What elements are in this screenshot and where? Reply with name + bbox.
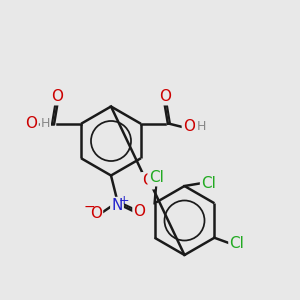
Text: +: + bbox=[118, 194, 129, 207]
Text: O: O bbox=[26, 116, 38, 131]
Text: O: O bbox=[90, 206, 102, 220]
Text: −: − bbox=[84, 200, 95, 214]
Text: O: O bbox=[183, 119, 195, 134]
Text: H: H bbox=[40, 117, 50, 130]
Text: O: O bbox=[142, 173, 154, 188]
Text: Cl: Cl bbox=[230, 236, 244, 251]
Text: O: O bbox=[159, 89, 171, 104]
Text: O: O bbox=[51, 89, 63, 104]
Text: O: O bbox=[134, 204, 146, 219]
Text: Cl: Cl bbox=[149, 170, 164, 185]
Text: H: H bbox=[196, 120, 206, 133]
Text: Cl: Cl bbox=[201, 176, 216, 190]
Text: N: N bbox=[111, 198, 123, 213]
